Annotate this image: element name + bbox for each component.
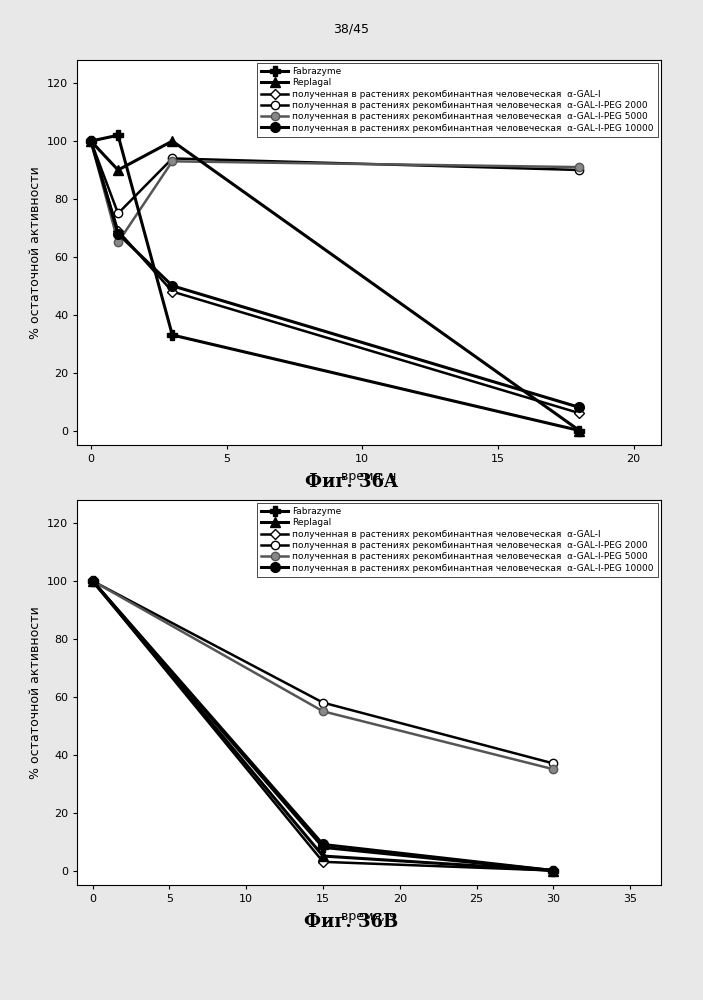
- Text: 38/45: 38/45: [333, 23, 370, 36]
- Y-axis label: % остаточной активности: % остаточной активности: [29, 606, 41, 779]
- Legend: Fabrazyme, Replagal, полученная в растениях рекомбинантная человеческая  α-GAL-I: Fabrazyme, Replagal, полученная в растен…: [257, 503, 658, 577]
- X-axis label: время, ч: время, ч: [342, 910, 396, 923]
- Text: Фиг. 36A: Фиг. 36A: [305, 473, 398, 491]
- X-axis label: время, ч: время, ч: [342, 470, 396, 483]
- Legend: Fabrazyme, Replagal, полученная в растениях рекомбинантная человеческая  α-GAL-I: Fabrazyme, Replagal, полученная в растен…: [257, 63, 658, 137]
- Text: Фиг. 36B: Фиг. 36B: [304, 913, 399, 931]
- Y-axis label: % остаточной активности: % остаточной активности: [29, 166, 41, 339]
